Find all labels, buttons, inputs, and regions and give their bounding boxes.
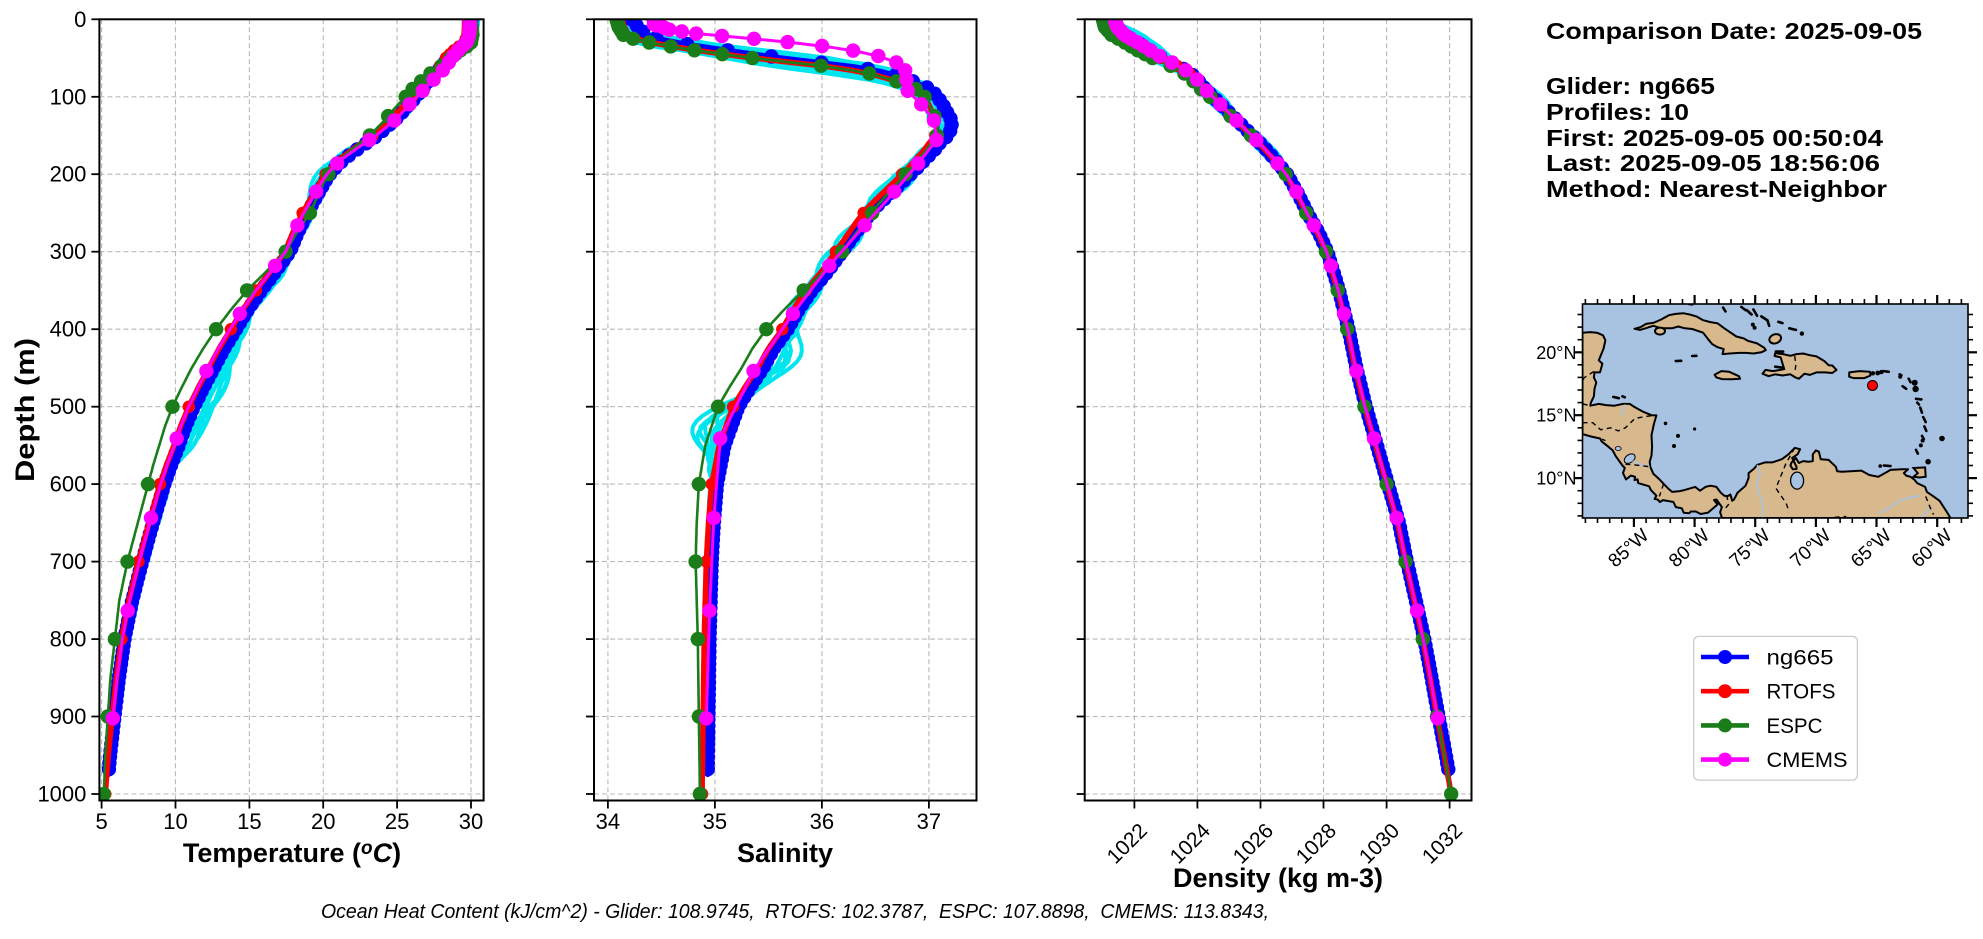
svg-text:CMEMS: CMEMS — [1767, 748, 1848, 772]
svg-text:Comparison Date: 2025-09-05: Comparison Date: 2025-09-05 — [1546, 18, 1922, 44]
svg-text:Density (kg m-3): Density (kg m-3) — [1173, 863, 1383, 893]
svg-text:600: 600 — [50, 472, 87, 497]
svg-text:Profiles: 10: Profiles: 10 — [1546, 99, 1689, 125]
svg-text:15: 15 — [237, 809, 261, 834]
svg-text:900: 900 — [50, 704, 87, 729]
svg-text:800: 800 — [50, 627, 87, 652]
svg-text:15°N: 15°N — [1536, 406, 1576, 426]
svg-text:25: 25 — [385, 809, 409, 834]
svg-text:1000: 1000 — [37, 782, 86, 807]
svg-text:200: 200 — [50, 162, 87, 187]
svg-text:0: 0 — [74, 7, 86, 32]
svg-text:10°N: 10°N — [1536, 469, 1576, 489]
svg-text:34: 34 — [596, 809, 620, 834]
svg-text:Glider: ng665: Glider: ng665 — [1546, 73, 1715, 99]
svg-text:ng665: ng665 — [1767, 646, 1834, 670]
svg-text:500: 500 — [50, 394, 87, 419]
svg-text:36: 36 — [810, 809, 834, 834]
svg-text:37: 37 — [917, 809, 941, 834]
svg-text:Ocean Heat Content (kJ/cm^2) -: Ocean Heat Content (kJ/cm^2) - Glider: 1… — [321, 900, 1269, 923]
svg-text:20°N: 20°N — [1536, 343, 1576, 363]
svg-text:300: 300 — [50, 239, 87, 264]
svg-text:5: 5 — [95, 809, 107, 834]
svg-text:20: 20 — [311, 809, 335, 834]
svg-text:RTOFS: RTOFS — [1767, 680, 1836, 704]
svg-text:400: 400 — [50, 317, 87, 342]
svg-text:Depth (m): Depth (m) — [10, 338, 40, 482]
svg-text:First: 2025-09-05 00:50:04: First: 2025-09-05 00:50:04 — [1546, 125, 1883, 151]
svg-text:Last: 2025-09-05 18:56:06: Last: 2025-09-05 18:56:06 — [1546, 150, 1880, 176]
svg-text:ESPC: ESPC — [1767, 714, 1823, 738]
svg-text:100: 100 — [50, 84, 87, 109]
svg-text:Method: Nearest-Neighbor: Method: Nearest-Neighbor — [1546, 176, 1887, 202]
svg-text:700: 700 — [50, 549, 87, 574]
svg-text:30: 30 — [459, 809, 483, 834]
svg-text:35: 35 — [703, 809, 727, 834]
svg-text:Salinity: Salinity — [737, 838, 833, 868]
svg-text:10: 10 — [163, 809, 187, 834]
